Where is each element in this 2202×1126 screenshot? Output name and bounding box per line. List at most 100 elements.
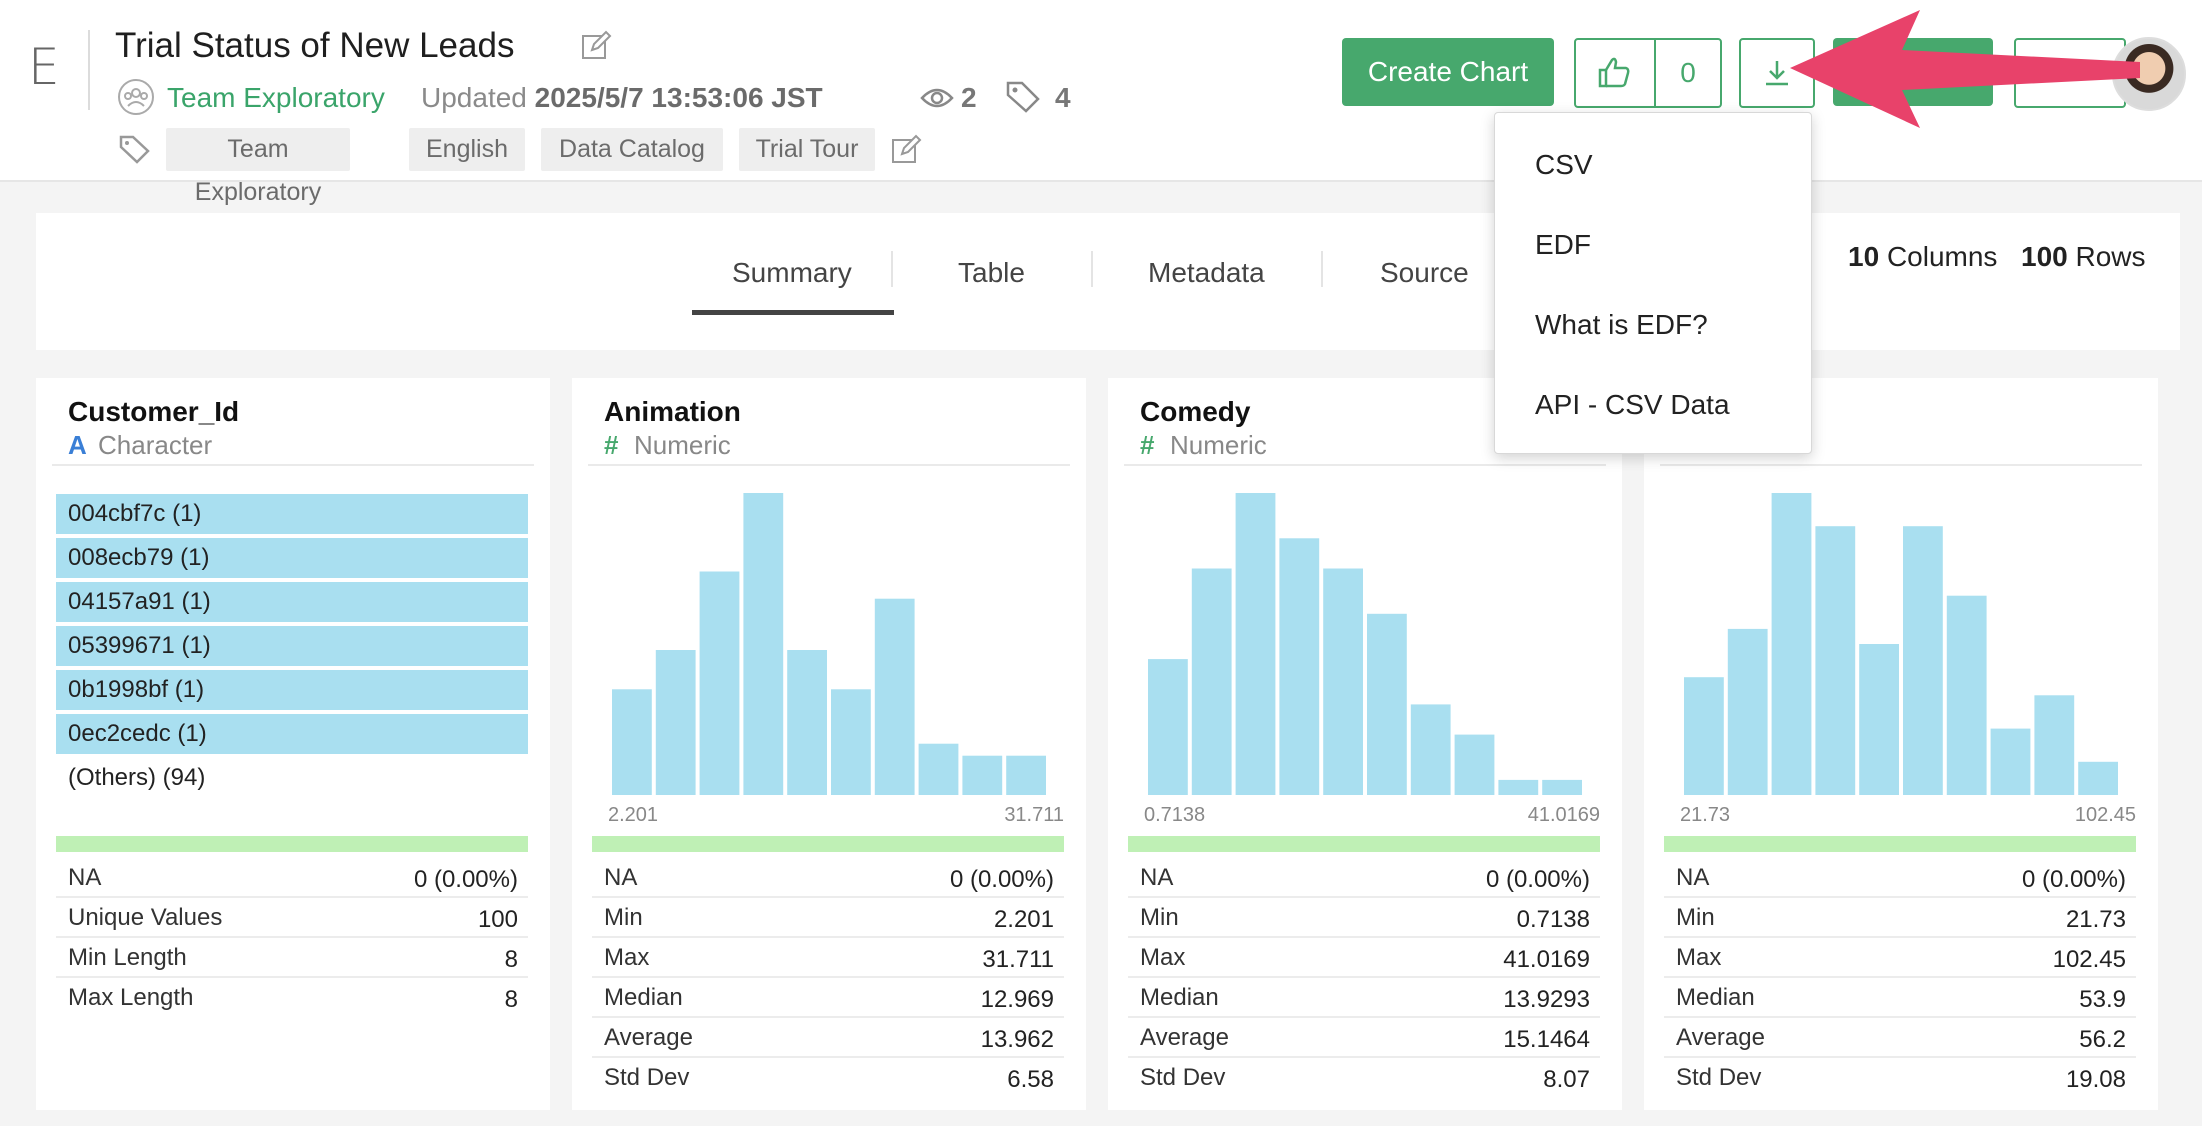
like-button[interactable] bbox=[1576, 40, 1656, 106]
stat-value: 12.969 bbox=[980, 986, 1054, 1013]
category-bar[interactable]: 04157a91 (1) bbox=[56, 582, 528, 622]
stat-row: Std Dev 6.58 bbox=[592, 1058, 1064, 1098]
stat-row: Min 0.7138 bbox=[1128, 898, 1600, 938]
histogram-bar[interactable] bbox=[1771, 493, 1812, 795]
tag-chip[interactable]: Trial Tour bbox=[739, 128, 875, 171]
histogram-bar[interactable] bbox=[787, 650, 827, 795]
histogram-bar[interactable] bbox=[2034, 695, 2075, 795]
app-logo[interactable]: E bbox=[28, 38, 60, 96]
histogram-bar[interactable] bbox=[612, 689, 652, 795]
menu-item-what-is-edf[interactable]: What is EDF? bbox=[1535, 309, 1708, 340]
category-bar[interactable]: 004cbf7c (1) bbox=[56, 494, 528, 534]
menu-item-api-csv[interactable]: API - CSV Data bbox=[1535, 389, 1730, 420]
histogram-bar[interactable] bbox=[1148, 659, 1188, 795]
tab-summary[interactable]: Summary bbox=[732, 257, 852, 288]
histogram-bar[interactable] bbox=[1454, 734, 1495, 795]
column-name: Comedy bbox=[1140, 396, 1251, 427]
column-card: Animation # Numeric 2.201 31.711 NA 0 (0.… bbox=[572, 378, 1086, 1110]
tags-icon bbox=[1006, 81, 1040, 113]
histogram-bar[interactable] bbox=[1903, 526, 1943, 795]
stat-value: 0 (0.00%) bbox=[1485, 866, 1590, 893]
stat-label: Std Dev bbox=[1140, 1064, 1226, 1091]
histogram-bar[interactable] bbox=[1235, 493, 1276, 795]
stat-label: NA bbox=[604, 864, 638, 891]
column-card: Customer_Id A Character 004cbf7c (1) 008… bbox=[36, 378, 550, 1110]
tab-metadata[interactable]: Metadata bbox=[1148, 257, 1265, 288]
histogram-bar[interactable] bbox=[655, 650, 696, 795]
category-bar[interactable]: 008ecb79 (1) bbox=[56, 538, 528, 578]
team-link[interactable]: Team Exploratory bbox=[167, 82, 385, 113]
histogram-bar[interactable] bbox=[743, 493, 784, 795]
stat-row: Median 13.9293 bbox=[1128, 978, 1600, 1018]
updated-prefix: Updated bbox=[421, 82, 527, 113]
tab-source[interactable]: Source bbox=[1380, 257, 1469, 288]
stat-label: Min bbox=[1676, 904, 1715, 931]
histogram-bar[interactable] bbox=[1498, 779, 1539, 795]
histogram-bar[interactable] bbox=[1323, 568, 1363, 796]
stat-label: Average bbox=[1676, 1024, 1765, 1051]
category-bar[interactable]: 0ec2cedc (1) bbox=[56, 714, 528, 754]
stat-row: Median 12.969 bbox=[592, 978, 1064, 1018]
stat-row: Min 21.73 bbox=[1664, 898, 2136, 938]
edit-title-icon[interactable] bbox=[580, 30, 612, 62]
card-divider bbox=[1660, 464, 2142, 466]
histogram-bar[interactable] bbox=[1815, 526, 1856, 795]
histogram-bar[interactable] bbox=[831, 689, 871, 795]
stat-label: Average bbox=[604, 1024, 693, 1051]
histogram[interactable] bbox=[1108, 488, 1622, 800]
annotation-arrow bbox=[1790, 10, 2140, 128]
stat-value: 15.1464 bbox=[1503, 1026, 1590, 1053]
histogram-bar[interactable] bbox=[699, 571, 740, 796]
histogram-bar[interactable] bbox=[1990, 728, 2031, 795]
histogram-bar[interactable] bbox=[1542, 779, 1582, 795]
stat-row: Min 2.201 bbox=[592, 898, 1064, 938]
histogram[interactable] bbox=[1644, 488, 2158, 800]
tag-chip[interactable]: Team Exploratory bbox=[166, 128, 350, 206]
page-title: Trial Status of New Leads bbox=[115, 26, 515, 65]
stat-label: Min bbox=[1140, 904, 1179, 931]
updated-timestamp: Updated 2025/5/7 13:53:06 JST bbox=[421, 82, 823, 114]
edit-tags-icon[interactable] bbox=[890, 134, 922, 166]
na-indicator-bar bbox=[592, 836, 1064, 852]
histogram-bar[interactable] bbox=[1191, 568, 1232, 796]
axis-max-label: 102.45 bbox=[2074, 804, 2136, 826]
histogram-bar[interactable] bbox=[1859, 644, 1899, 795]
histogram-bar[interactable] bbox=[1367, 613, 1407, 795]
stat-value: 100 bbox=[477, 906, 518, 933]
views-count: 2 bbox=[961, 82, 977, 113]
tag-chip[interactable]: English bbox=[409, 128, 525, 171]
histogram-bar[interactable] bbox=[2078, 761, 2118, 795]
histogram-bar[interactable] bbox=[1946, 595, 1987, 795]
histogram-bar[interactable] bbox=[1279, 538, 1320, 795]
stat-row: Std Dev 8.07 bbox=[1128, 1058, 1600, 1098]
category-bar[interactable]: 0b1998bf (1) bbox=[56, 670, 528, 710]
category-bar[interactable]: 05399671 (1) bbox=[56, 626, 528, 666]
stat-value: 0 (0.00%) bbox=[949, 866, 1054, 893]
histogram-bar[interactable] bbox=[918, 743, 959, 795]
histogram-bar[interactable] bbox=[874, 598, 915, 795]
histogram-bar[interactable] bbox=[1006, 755, 1046, 795]
histogram[interactable] bbox=[572, 488, 1086, 800]
axis-min-label: 21.73 bbox=[1680, 804, 1731, 826]
rows-num: 100 bbox=[2021, 241, 2068, 272]
columns-count: 10 Columns bbox=[1848, 241, 1997, 273]
column-type: Character bbox=[98, 430, 213, 460]
stat-row: NA 0 (0.00%) bbox=[1664, 858, 2136, 898]
histogram-bar[interactable] bbox=[1410, 704, 1451, 795]
axis-max-label: 31.711 bbox=[1004, 804, 1064, 826]
menu-item-csv[interactable]: CSV bbox=[1535, 149, 1593, 180]
histogram-bar[interactable] bbox=[1684, 677, 1724, 795]
tag-chip[interactable]: Data Catalog bbox=[541, 128, 723, 171]
tab-table[interactable]: Table bbox=[958, 257, 1025, 288]
create-chart-button[interactable]: Create Chart bbox=[1342, 38, 1554, 106]
histogram-bar[interactable] bbox=[962, 755, 1003, 795]
stat-label: NA bbox=[1676, 864, 1710, 891]
menu-item-edf[interactable]: EDF bbox=[1535, 229, 1591, 260]
others-count: (Others) (94) bbox=[68, 764, 206, 791]
stat-row: NA 0 (0.00%) bbox=[592, 858, 1064, 898]
column-name: Customer_Id bbox=[68, 396, 240, 427]
stat-value: 13.962 bbox=[980, 1026, 1054, 1053]
histogram-bar[interactable] bbox=[1727, 628, 1768, 795]
thumbs-up-icon bbox=[1598, 57, 1630, 88]
